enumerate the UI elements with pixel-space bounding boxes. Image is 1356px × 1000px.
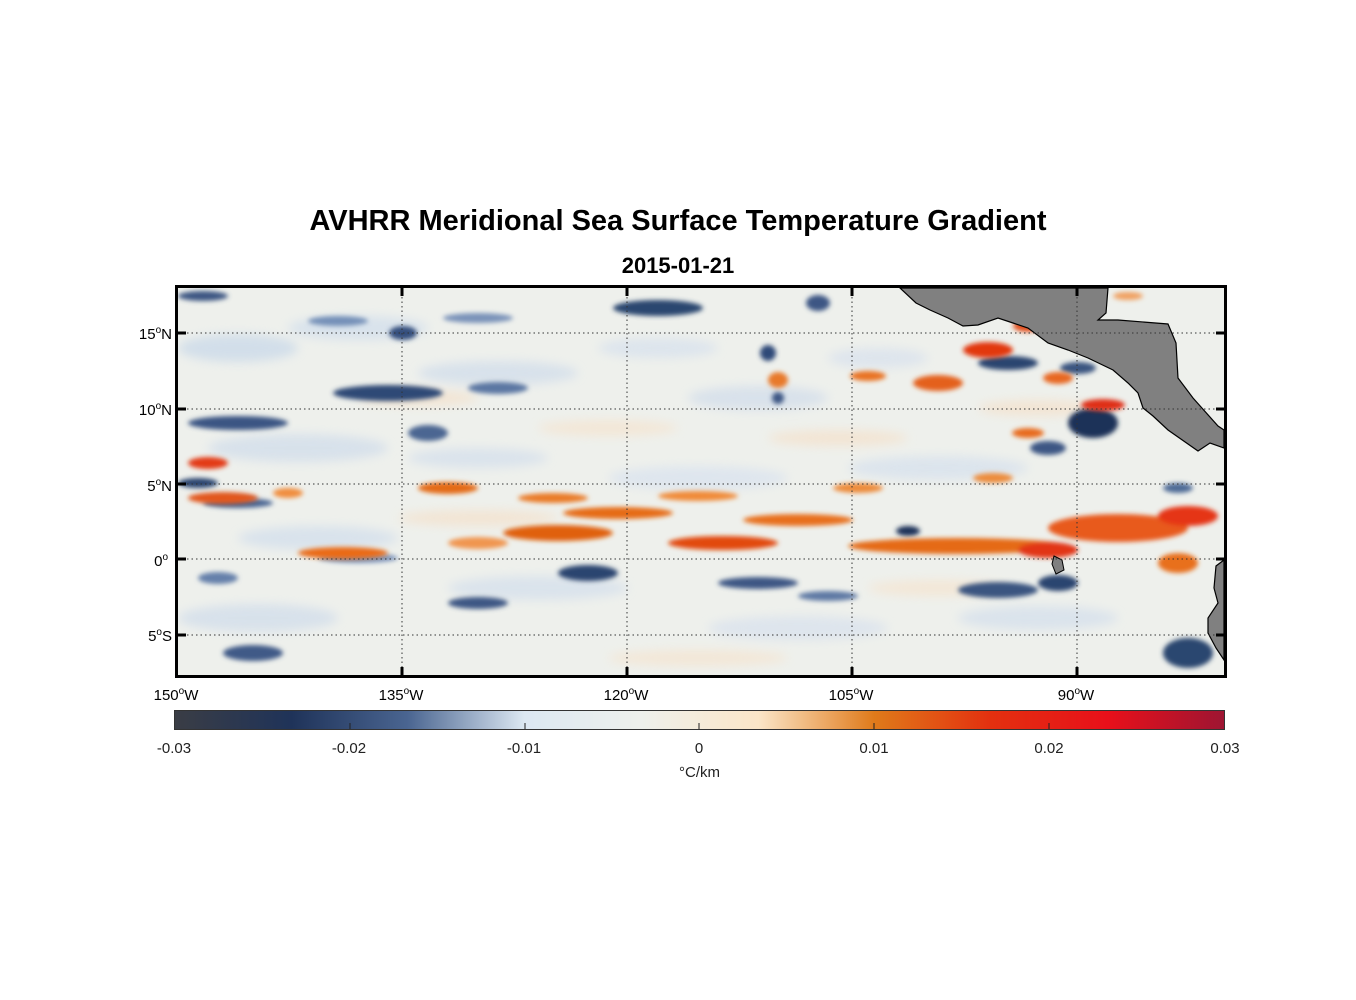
sst-gradient-map [175, 285, 1227, 678]
map-tick-marks [178, 288, 1224, 675]
lon-label-105w: 105oW [828, 686, 874, 704]
colorbar-tick-label: 0.02 [1034, 740, 1064, 757]
map-date: 2015-01-21 [621, 253, 735, 278]
colorbar-ticks [349, 723, 1050, 729]
colorbar-tick-label: -0.02 [331, 740, 367, 757]
lon-label-135w: 135oW [378, 686, 424, 704]
graticule [178, 288, 1224, 675]
colorbar-tick-label: -0.03 [156, 740, 192, 757]
lat-label-15n: 15oN [138, 325, 172, 343]
colorbar-tick-label: -0.01 [506, 740, 542, 757]
colorbar [174, 710, 1225, 730]
lat-label-0: 0o [154, 552, 168, 570]
negative-gradient-bands [178, 291, 1213, 668]
central-america-land [899, 288, 1224, 452]
map-title: AVHRR Meridional Sea Surface Temperature… [309, 205, 1047, 237]
lat-label-5n: 5oN [147, 477, 172, 495]
lon-label-150w: 150oW [153, 686, 199, 704]
map-canvas [178, 288, 1224, 675]
lon-label-90w: 90oW [1057, 686, 1095, 704]
colorbar-unit: °C/km [679, 764, 720, 781]
lon-label-120w: 120oW [603, 686, 649, 704]
lat-label-10n: 10oN [138, 401, 172, 419]
colorbar-tick-label: 0 [694, 740, 704, 757]
colorbar-tick-label: 0.01 [859, 740, 889, 757]
positive-gradient-bands [188, 292, 1218, 573]
colorbar-tick-label: 0.03 [1210, 740, 1240, 757]
lat-label-5s: 5oS [148, 627, 172, 645]
